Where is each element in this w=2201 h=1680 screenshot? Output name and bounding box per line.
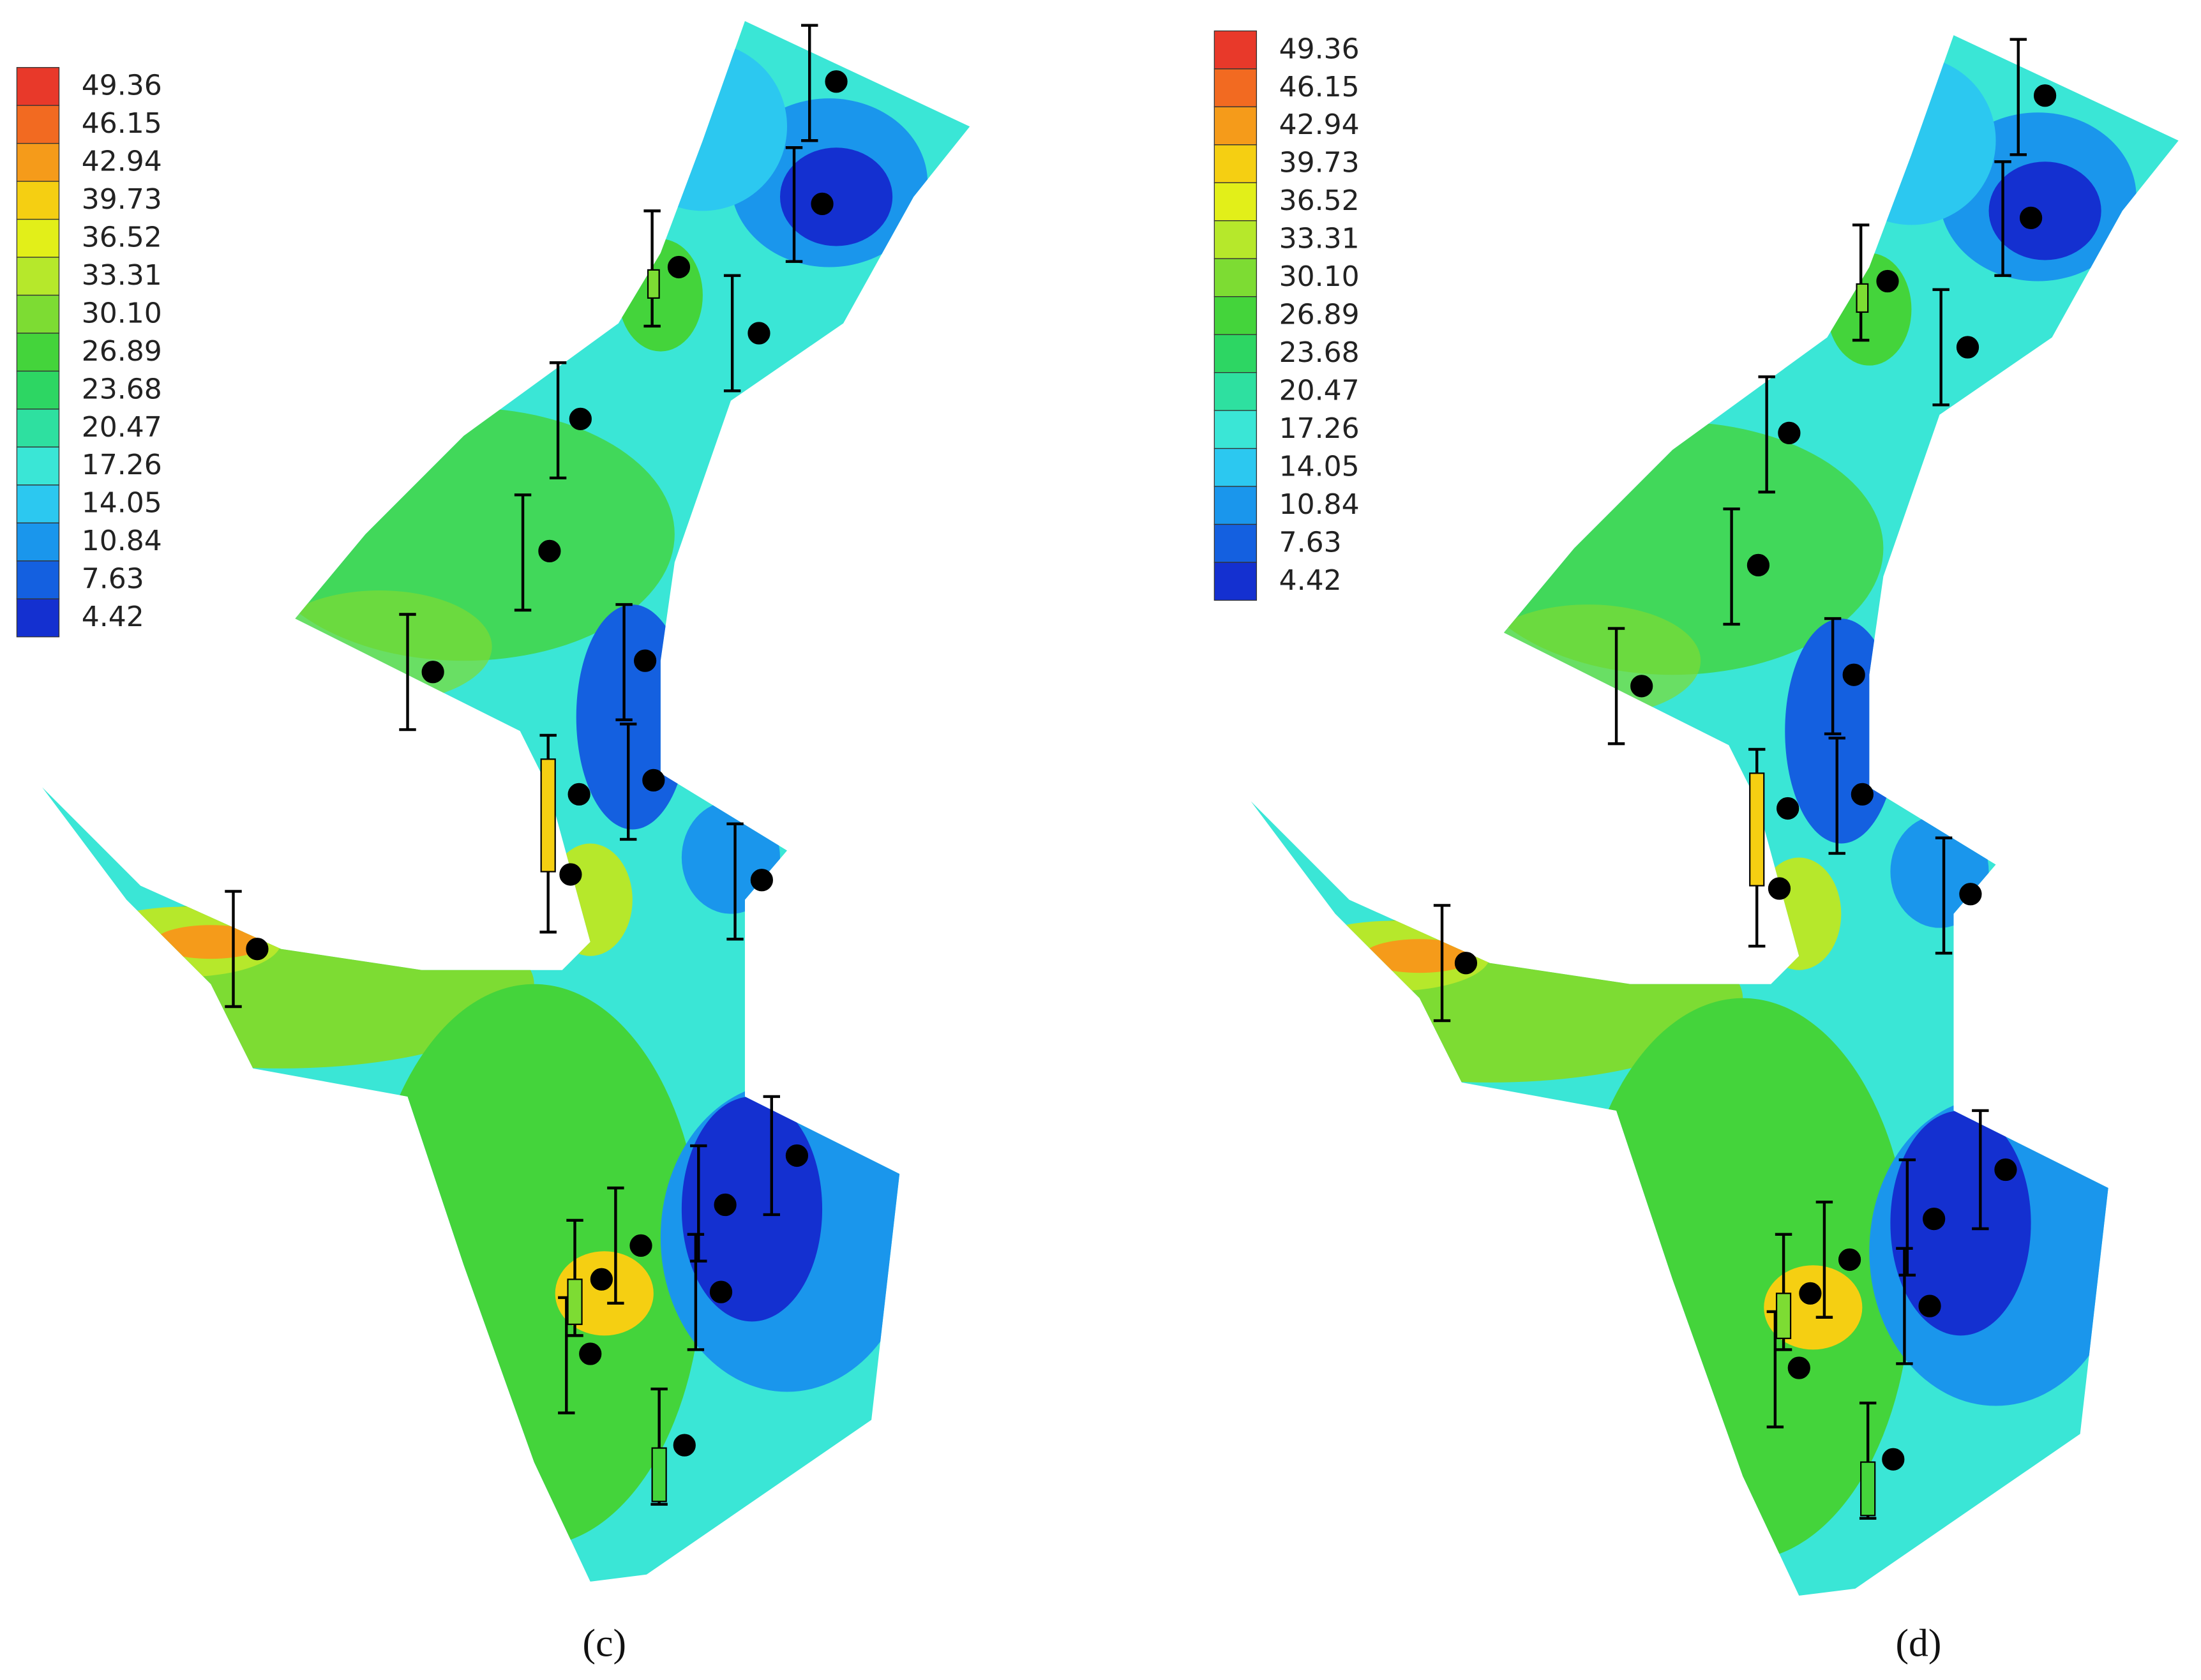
- legend-label: 49.36: [1279, 33, 1360, 65]
- legend-label: 7.63: [1279, 526, 1342, 559]
- legend-label: 26.89: [1279, 299, 1360, 331]
- legend-label: 30.10: [82, 297, 162, 329]
- legend-label: 30.10: [1279, 260, 1360, 293]
- legend-swatch: [1213, 182, 1258, 221]
- legend-swatch: [16, 181, 60, 220]
- legend-swatch: [16, 333, 60, 372]
- legend-swatch: [16, 257, 60, 296]
- legend-swatch: [16, 409, 60, 448]
- legend-swatch: [16, 560, 60, 599]
- legend-swatch: [1213, 562, 1258, 601]
- legend-label: 4.42: [82, 601, 144, 633]
- legend-label: 4.42: [1279, 564, 1342, 597]
- legend-label: 26.89: [82, 335, 162, 368]
- legend-swatch: [16, 598, 60, 638]
- legend-label: 17.26: [1279, 412, 1360, 445]
- legend-swatch: [1213, 447, 1258, 487]
- legend-swatch: [1213, 106, 1258, 146]
- legend-label: 20.47: [82, 411, 162, 444]
- legend-swatch: [1213, 334, 1258, 373]
- legend-label: 42.94: [82, 145, 162, 177]
- legend-swatch: [16, 294, 60, 334]
- legend-swatch: [16, 67, 60, 106]
- legend-swatch: [1213, 410, 1258, 449]
- panel-label: (c): [583, 1622, 626, 1665]
- legend-swatch: [1213, 68, 1258, 108]
- legend-label: 23.68: [1279, 336, 1360, 369]
- legend-swatch: [16, 218, 60, 258]
- legend-label: 42.94: [1279, 109, 1360, 141]
- legend-swatch: [16, 142, 60, 182]
- legend-label: 10.84: [82, 525, 162, 557]
- legend-swatch: [16, 105, 60, 144]
- legend-label: 23.68: [82, 373, 162, 405]
- legend-label: 39.73: [1279, 147, 1360, 179]
- legend-swatch: [1213, 258, 1258, 297]
- legend-label: 33.31: [82, 259, 162, 292]
- legend-swatch: [16, 522, 60, 562]
- legend-swatch: [1213, 144, 1258, 183]
- legend-swatch: [1213, 220, 1258, 259]
- legend-label: 14.05: [1279, 450, 1360, 483]
- legend-label: 46.15: [1279, 71, 1360, 103]
- legend-swatch: [1213, 523, 1258, 563]
- legend-label: 39.73: [82, 183, 162, 216]
- legend-swatch: [16, 446, 60, 486]
- legend-label: 49.36: [82, 70, 162, 102]
- legend-label: 33.31: [1279, 223, 1360, 255]
- legend-label: 46.15: [82, 107, 162, 140]
- panel-label: (d): [1895, 1622, 1941, 1665]
- legend-label: 36.52: [82, 221, 162, 253]
- legend-swatch: [1213, 486, 1258, 525]
- legend-swatch: [1213, 372, 1258, 411]
- legend-label: 20.47: [1279, 374, 1360, 407]
- legend-label: 7.63: [82, 563, 144, 596]
- legend-swatch: [16, 484, 60, 523]
- legend-swatch: [1213, 296, 1258, 335]
- legend-label: 10.84: [1279, 488, 1360, 521]
- legend-swatch: [16, 370, 60, 410]
- legend-label: 17.26: [82, 449, 162, 481]
- legends: 49.36 46.15 42.94 39.73 36.52 33.31 30.10 26.89…: [16, 30, 1941, 1665]
- legend-label: 36.52: [1279, 184, 1360, 217]
- legend-label: 14.05: [82, 487, 162, 520]
- legend-swatch: [1213, 30, 1258, 70]
